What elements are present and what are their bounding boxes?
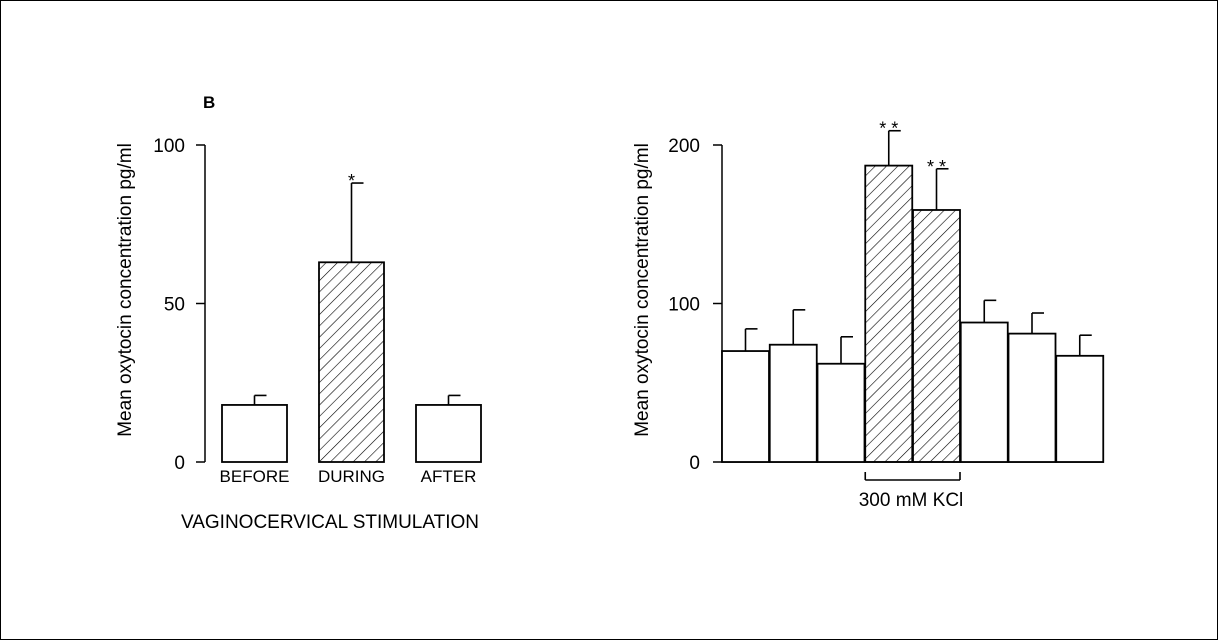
right-y-axis-label: Mean oxytocin concentration pg/ml	[632, 143, 653, 437]
significance-marker: * *	[879, 119, 898, 139]
panel-label: B	[203, 93, 215, 112]
chart-left: B Mean oxytocin concentration pg/ml VAGI…	[115, 93, 482, 533]
bar	[768, 343, 818, 463]
chart-right: Mean oxytocin concentration pg/ml 300 mM…	[632, 119, 1105, 511]
category-label: AFTER	[421, 467, 477, 486]
significance-marker: * *	[927, 157, 946, 177]
bar	[318, 261, 385, 463]
bar	[1055, 354, 1105, 463]
y-tick-label: 0	[689, 453, 700, 474]
significance-marker: *	[348, 171, 355, 191]
bar	[959, 321, 1009, 463]
bar	[1007, 332, 1057, 463]
bar	[912, 209, 961, 463]
y-tick-label: 100	[153, 136, 185, 157]
kcl-bracket-label: 300 mM KCl	[859, 490, 964, 511]
y-tick-label: 200	[668, 136, 700, 157]
bar	[415, 404, 482, 463]
category-label: BEFORE	[220, 467, 290, 486]
bar	[864, 164, 914, 463]
y-tick-label: 50	[164, 295, 185, 316]
bar	[816, 362, 866, 463]
bar	[721, 350, 770, 463]
left-y-axis-label: Mean oxytocin concentration pg/ml	[115, 143, 136, 437]
category-label: DURING	[318, 467, 385, 486]
bar	[221, 404, 288, 463]
left-x-axis-label: VAGINOCERVICAL STIMULATION	[181, 512, 479, 533]
y-tick-label: 0	[174, 453, 185, 474]
y-tick-label: 100	[668, 295, 700, 316]
